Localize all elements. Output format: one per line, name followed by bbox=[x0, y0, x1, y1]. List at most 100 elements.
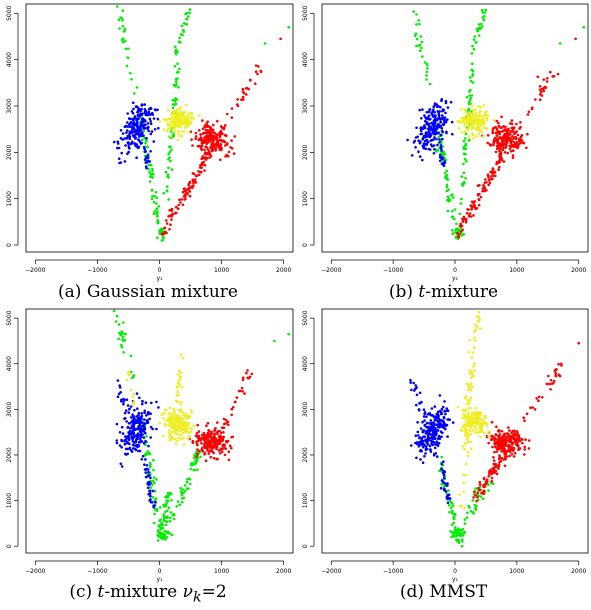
data-point bbox=[173, 109, 176, 113]
caption-sub: k bbox=[193, 589, 202, 606]
data-point bbox=[460, 107, 463, 111]
data-point bbox=[129, 405, 133, 408]
data-point bbox=[183, 430, 187, 434]
x-tick-label: −2000 bbox=[321, 568, 341, 575]
data-point bbox=[144, 471, 147, 474]
data-point bbox=[437, 414, 440, 418]
y-tick-label: 5000 bbox=[302, 310, 309, 325]
data-point bbox=[142, 436, 146, 439]
data-point bbox=[193, 468, 196, 472]
data-point bbox=[433, 127, 436, 130]
data-point bbox=[214, 132, 217, 135]
data-point bbox=[464, 474, 468, 477]
data-point bbox=[474, 207, 477, 211]
data-point bbox=[117, 157, 121, 160]
data-point bbox=[178, 41, 182, 44]
data-point bbox=[213, 135, 216, 139]
data-point bbox=[512, 455, 516, 458]
data-point bbox=[168, 228, 171, 231]
data-point bbox=[213, 143, 216, 147]
data-point bbox=[188, 482, 192, 486]
data-point bbox=[440, 129, 444, 133]
data-point bbox=[124, 332, 127, 336]
data-point bbox=[147, 470, 150, 474]
data-point bbox=[463, 447, 466, 451]
data-point bbox=[433, 103, 437, 107]
data-point bbox=[148, 117, 152, 121]
caption-italic: t bbox=[418, 282, 426, 302]
data-point bbox=[218, 452, 222, 455]
data-point bbox=[476, 416, 480, 420]
data-point bbox=[436, 455, 439, 458]
data-point bbox=[207, 446, 211, 449]
data-point bbox=[223, 453, 227, 457]
data-point bbox=[127, 47, 130, 51]
data-point bbox=[126, 56, 129, 59]
data-point bbox=[464, 176, 467, 180]
data-point bbox=[167, 428, 171, 432]
data-point bbox=[135, 122, 138, 126]
data-point bbox=[474, 487, 477, 490]
data-point bbox=[179, 402, 183, 406]
data-point bbox=[451, 232, 454, 236]
data-point bbox=[541, 396, 544, 399]
y-tick-label: 1000 bbox=[6, 191, 13, 206]
data-point bbox=[147, 110, 151, 114]
data-point bbox=[153, 512, 156, 516]
data-point bbox=[133, 115, 137, 118]
data-point bbox=[199, 136, 203, 140]
data-point bbox=[491, 470, 494, 473]
data-point bbox=[155, 509, 159, 512]
data-point bbox=[478, 480, 482, 484]
x-tick-label: 2000 bbox=[276, 568, 291, 575]
data-point bbox=[122, 351, 125, 354]
data-point bbox=[451, 209, 454, 213]
data-point bbox=[429, 448, 432, 451]
data-point bbox=[150, 130, 154, 133]
data-point bbox=[472, 374, 475, 378]
data-point bbox=[513, 429, 516, 432]
data-point bbox=[182, 413, 185, 417]
data-point bbox=[451, 502, 454, 505]
data-point bbox=[501, 143, 504, 147]
data-point bbox=[495, 119, 499, 123]
data-point bbox=[222, 127, 226, 131]
y-tick-label: 4000 bbox=[6, 52, 13, 67]
data-point bbox=[462, 116, 466, 120]
data-point bbox=[166, 122, 169, 125]
data-point bbox=[203, 124, 206, 127]
caption-label: (d) bbox=[399, 582, 424, 602]
data-point bbox=[425, 78, 428, 81]
data-point bbox=[473, 121, 476, 124]
x-tick-label: −2000 bbox=[321, 267, 341, 274]
data-point bbox=[128, 429, 132, 433]
data-point bbox=[421, 108, 424, 111]
data-point bbox=[487, 474, 490, 478]
data-point bbox=[170, 435, 173, 438]
data-point bbox=[438, 153, 442, 157]
data-point bbox=[424, 447, 428, 451]
data-point bbox=[558, 42, 562, 45]
data-point bbox=[226, 420, 230, 423]
data-point bbox=[165, 502, 168, 506]
data-point bbox=[161, 227, 164, 231]
data-point bbox=[177, 132, 180, 136]
caption-text: -mixture bbox=[104, 582, 178, 602]
data-point bbox=[468, 119, 471, 123]
data-point bbox=[467, 208, 470, 211]
data-point bbox=[177, 70, 180, 74]
data-point bbox=[151, 167, 154, 171]
data-point bbox=[452, 517, 456, 521]
data-point bbox=[422, 136, 425, 139]
data-point bbox=[168, 520, 172, 523]
data-point bbox=[489, 470, 492, 473]
data-point bbox=[157, 205, 160, 208]
data-point bbox=[492, 456, 495, 459]
data-point bbox=[140, 402, 144, 406]
data-point bbox=[554, 372, 558, 375]
data-point bbox=[418, 108, 421, 112]
data-point bbox=[552, 379, 556, 383]
data-point bbox=[500, 130, 504, 133]
data-point bbox=[514, 439, 518, 442]
data-point bbox=[152, 140, 156, 143]
